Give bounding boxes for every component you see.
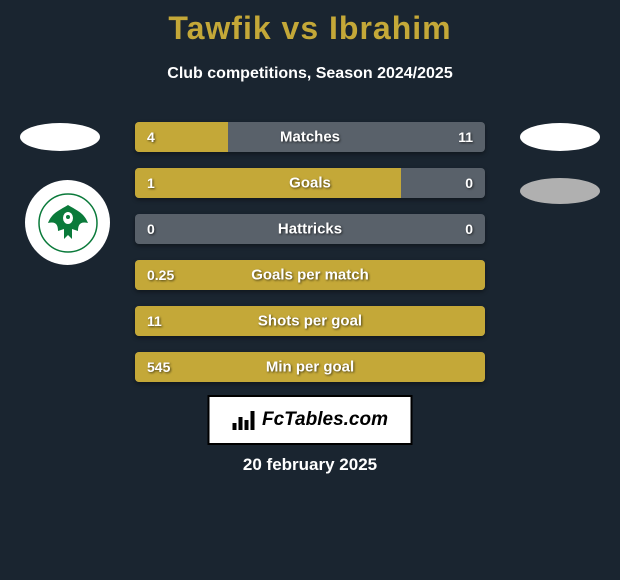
bar-matches: 4 Matches 11 xyxy=(135,122,485,152)
bar-left-value: 4 xyxy=(147,129,155,145)
bar-chart-icon xyxy=(232,409,256,431)
bar-label: Min per goal xyxy=(266,359,354,376)
logo-text: FcTables.com xyxy=(262,409,388,431)
player-left-oval xyxy=(20,123,100,151)
comparison-bars: 4 Matches 11 1 Goals 0 0 Hattricks 0 0.2… xyxy=(135,122,485,398)
fctables-logo[interactable]: FcTables.com xyxy=(208,395,413,445)
date-label: 20 february 2025 xyxy=(243,455,377,475)
bar-left-value: 0.25 xyxy=(147,267,174,283)
bar-label: Matches xyxy=(280,129,340,146)
bar-left-value: 545 xyxy=(147,359,170,375)
bar-right-value: 11 xyxy=(458,129,473,145)
page-title: Tawfik vs Ibrahim xyxy=(0,0,620,47)
player-right-oval xyxy=(520,123,600,151)
bar-left-value: 0 xyxy=(147,221,155,237)
player-right-club-oval xyxy=(520,178,600,204)
bar-label: Shots per goal xyxy=(258,313,362,330)
bar-left-value: 11 xyxy=(147,313,162,329)
bar-goals-per-match: 0.25 Goals per match xyxy=(135,260,485,290)
bar-label: Goals xyxy=(289,175,331,192)
subtitle: Club competitions, Season 2024/2025 xyxy=(0,65,620,83)
bar-right-value: 0 xyxy=(465,175,473,191)
bar-hattricks: 0 Hattricks 0 xyxy=(135,214,485,244)
bar-label: Hattricks xyxy=(278,221,342,238)
bar-fill xyxy=(135,168,401,198)
eagle-icon xyxy=(38,193,98,253)
club-badge-left xyxy=(25,180,110,265)
bar-right-value: 0 xyxy=(465,221,473,237)
bar-goals: 1 Goals 0 xyxy=(135,168,485,198)
bar-shots-per-goal: 11 Shots per goal xyxy=(135,306,485,336)
bar-label: Goals per match xyxy=(251,267,369,284)
bar-left-value: 1 xyxy=(147,175,155,191)
bar-min-per-goal: 545 Min per goal xyxy=(135,352,485,382)
